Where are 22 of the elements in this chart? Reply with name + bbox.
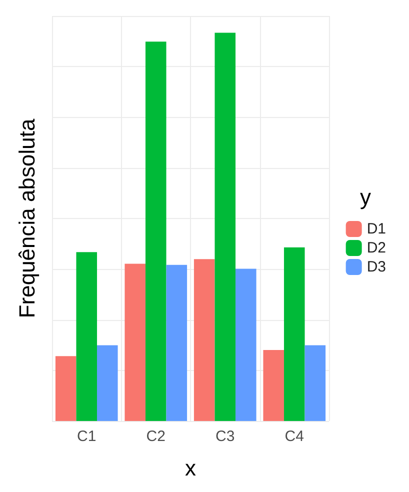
x-axis-title: x [185, 456, 196, 480]
bar [284, 247, 305, 421]
bar [236, 268, 256, 421]
bar [214, 32, 236, 421]
bar [145, 42, 166, 421]
bar [76, 252, 98, 421]
x-tick-label: C1 [77, 428, 96, 445]
bar [304, 345, 326, 421]
bar [194, 259, 215, 421]
bar [166, 264, 188, 421]
x-tick-label: C3 [216, 428, 235, 445]
bar [55, 356, 76, 421]
legend-label: D1 [366, 220, 386, 238]
legend-label: D3 [366, 258, 386, 276]
x-tick-label: C2 [146, 428, 166, 445]
x-tick-label: C4 [284, 428, 304, 445]
bar [124, 264, 146, 421]
legend-title: y [360, 184, 371, 210]
bar [97, 345, 118, 421]
legend-label: D2 [366, 240, 386, 256]
bar [263, 350, 284, 421]
y-axis-title: Frequência absoluta [14, 118, 40, 318]
